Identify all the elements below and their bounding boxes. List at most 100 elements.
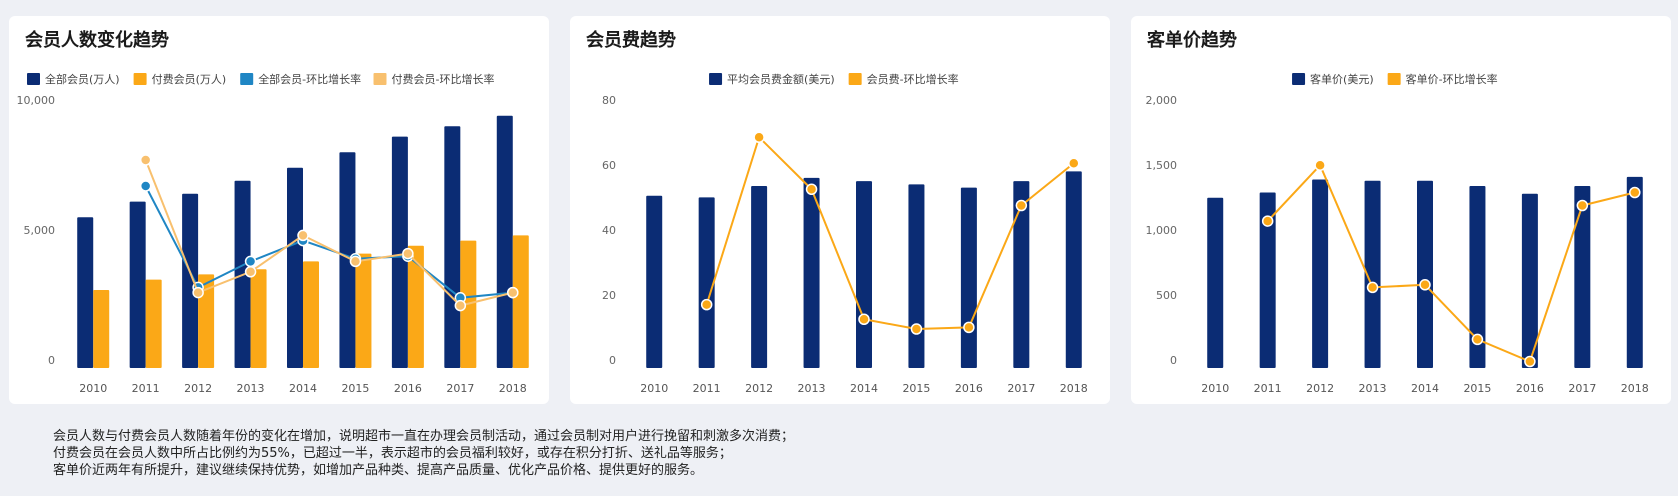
line-point — [805, 183, 818, 195]
analysis-notes: 会员人数与付费会员人数随着年份的变化在增加，说明超市一直在办理会员制活动，通过会… — [53, 428, 794, 479]
y-tick-label: 10,000 — [17, 94, 56, 107]
series-line — [144, 159, 514, 307]
line-point — [244, 255, 257, 268]
line-point — [1524, 355, 1536, 368]
line-point — [1015, 199, 1028, 212]
bar — [960, 187, 977, 368]
legend-label: 全部会员(万人) — [45, 72, 120, 86]
bar — [250, 269, 267, 368]
x-tick-label: 2011 — [132, 382, 160, 395]
bar — [1259, 192, 1276, 368]
chart-svg: 0 20 40 60 80 2010 2011 2012 2013 2014 2015 2016 201… — [602, 72, 1088, 395]
line-point — [1629, 186, 1641, 199]
line-point — [910, 323, 923, 335]
bar — [129, 201, 146, 368]
y-tick-label: 0 — [609, 354, 616, 367]
line-point — [454, 299, 467, 312]
bar — [182, 193, 199, 368]
legend-swatch — [709, 73, 723, 85]
note-line: 客单价近两年有所提升，建议继续保持优势，如增加产品种类、提高产品质量、优化产品价… — [53, 463, 704, 478]
line-point — [1576, 199, 1589, 212]
line-point — [753, 131, 765, 143]
y-tick-label: 500 — [1156, 289, 1177, 302]
chart-card-unit-price: 客单价趋势 0 500 1,000 1,500 2,000 2010 2011 2012 201… — [1131, 16, 1671, 404]
note-line: 会员人数与付费会员人数随着年份的变化在增加，说明超市一直在办理会员制活动，通过会… — [53, 429, 795, 444]
legend-label: 客单价-环比增长率 — [1406, 72, 1498, 86]
x-tick-label: 2015 — [341, 382, 369, 395]
bar — [391, 136, 408, 368]
bar — [908, 184, 925, 368]
bar — [93, 290, 110, 368]
legend-swatch — [848, 73, 862, 85]
x-tick-label: 2016 — [955, 382, 983, 395]
chart-svg: 0 5,000 10,000 2010 2011 2012 2013 2014 2015 2016… — [17, 72, 529, 395]
line-point — [297, 229, 309, 242]
legend-swatch — [133, 73, 147, 85]
line-point — [1366, 281, 1379, 294]
bar — [1364, 180, 1381, 368]
bar — [1065, 171, 1082, 368]
bar — [646, 195, 663, 368]
line-point — [700, 298, 713, 311]
bar — [303, 261, 319, 368]
bar — [1574, 186, 1591, 368]
bar — [355, 253, 372, 368]
bar — [407, 245, 424, 368]
series-line — [705, 135, 1075, 331]
line-point — [858, 313, 870, 325]
bar — [856, 181, 872, 368]
bar — [77, 217, 94, 368]
x-tick-label: 2010 — [79, 382, 107, 395]
line-point — [507, 286, 519, 299]
bar — [339, 152, 356, 368]
legend-swatch — [27, 73, 40, 85]
x-tick-label: 2011 — [693, 382, 721, 395]
bar — [1521, 193, 1538, 368]
bar — [512, 235, 529, 368]
x-tick-label: 2010 — [1201, 382, 1229, 395]
x-tick-label: 2016 — [394, 382, 422, 395]
x-tick-label: 2015 — [902, 382, 930, 395]
legend-swatch — [373, 73, 387, 85]
y-tick-label: 5,000 — [24, 224, 56, 237]
line-point — [1314, 159, 1326, 171]
bar — [1312, 179, 1329, 368]
series-line — [1266, 163, 1636, 363]
x-tick-label: 2016 — [1516, 382, 1544, 395]
x-tick-label: 2018 — [1060, 382, 1088, 395]
bar — [145, 279, 162, 368]
x-tick-label: 2017 — [1568, 382, 1596, 395]
legend-label: 付费会员(万人) — [152, 73, 227, 86]
line-point — [139, 154, 152, 166]
legend-label: 平均会员费金额(美元) — [727, 72, 835, 86]
line-point — [963, 321, 975, 334]
x-tick-label: 2014 — [1411, 382, 1439, 395]
y-tick-label: 1,000 — [1146, 224, 1178, 237]
bar — [751, 186, 768, 368]
bar — [198, 274, 215, 368]
y-tick-label: 1,500 — [1146, 159, 1178, 172]
legend-swatch — [1292, 73, 1306, 85]
line-point — [349, 255, 362, 268]
legend-swatch — [240, 73, 254, 85]
x-tick-label: 2014 — [850, 382, 878, 395]
series-line — [144, 185, 513, 299]
bar — [1626, 176, 1643, 368]
y-tick-label: 2,000 — [1146, 94, 1178, 107]
x-tick-label: 2014 — [289, 382, 317, 395]
chart-title: 会员费趋势 — [586, 30, 676, 51]
bar — [698, 197, 715, 368]
x-tick-label: 2012 — [184, 382, 212, 395]
x-tick-label: 2017 — [1007, 382, 1035, 395]
line-point — [1419, 279, 1431, 291]
x-tick-label: 2015 — [1463, 382, 1491, 395]
line-point — [139, 180, 152, 192]
legend-label: 客单价(美元) — [1310, 72, 1374, 86]
note-line: 付费会员在会员人数中所占比例约为55%，已超过一半，表示超市的会员福利较好，或存… — [53, 446, 732, 461]
x-tick-label: 2012 — [745, 382, 773, 395]
x-tick-label: 2010 — [640, 382, 668, 395]
line-point — [1471, 333, 1484, 346]
line-point — [402, 247, 414, 260]
chart-svg: 0 500 1,000 1,500 2,000 2010 2011 2012 2013 2014 2… — [1146, 72, 1649, 395]
x-tick-label: 2018 — [499, 382, 527, 395]
